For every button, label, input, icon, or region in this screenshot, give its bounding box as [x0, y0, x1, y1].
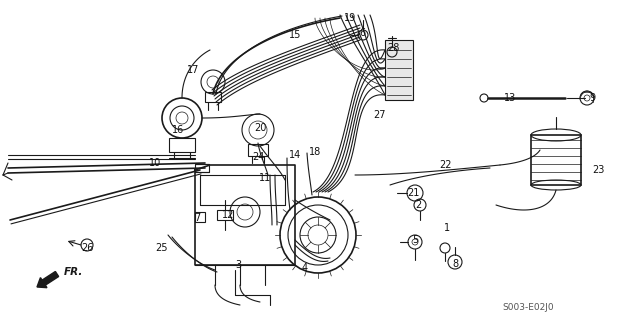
Text: 9: 9: [589, 93, 595, 103]
Text: 14: 14: [289, 150, 301, 160]
Text: 11: 11: [259, 173, 271, 183]
Text: 3: 3: [235, 260, 241, 270]
Text: 12: 12: [222, 210, 234, 220]
Bar: [217, 210, 233, 220]
Text: 19: 19: [344, 13, 356, 23]
Text: 4: 4: [302, 263, 308, 273]
Text: S003-E02J0: S003-E02J0: [502, 303, 554, 313]
Text: 20: 20: [254, 123, 266, 133]
Bar: [195, 212, 205, 222]
Text: 28: 28: [387, 43, 399, 53]
Text: 2: 2: [415, 200, 421, 210]
Text: 8: 8: [452, 259, 458, 269]
Text: 22: 22: [439, 160, 451, 170]
Text: 10: 10: [149, 158, 161, 168]
Bar: [248, 144, 268, 156]
Text: 1: 1: [444, 223, 450, 233]
Text: FR.: FR.: [64, 267, 83, 277]
Bar: [385, 40, 413, 100]
Text: 18: 18: [309, 147, 321, 157]
Bar: [195, 164, 209, 172]
Text: 25: 25: [156, 243, 168, 253]
Text: 24: 24: [252, 152, 264, 162]
Bar: [531, 135, 581, 185]
Text: 13: 13: [504, 93, 516, 103]
Text: 5: 5: [412, 235, 418, 245]
Text: 6: 6: [359, 28, 365, 38]
FancyArrow shape: [37, 271, 59, 288]
Bar: [205, 92, 221, 102]
Text: 7: 7: [194, 213, 200, 223]
Text: 26: 26: [81, 243, 93, 253]
Text: 16: 16: [172, 125, 184, 135]
Text: 15: 15: [289, 30, 301, 40]
Text: 27: 27: [374, 110, 387, 120]
Text: 21: 21: [407, 188, 419, 198]
Bar: [169, 138, 195, 152]
Text: 17: 17: [187, 65, 199, 75]
Text: 23: 23: [592, 165, 604, 175]
